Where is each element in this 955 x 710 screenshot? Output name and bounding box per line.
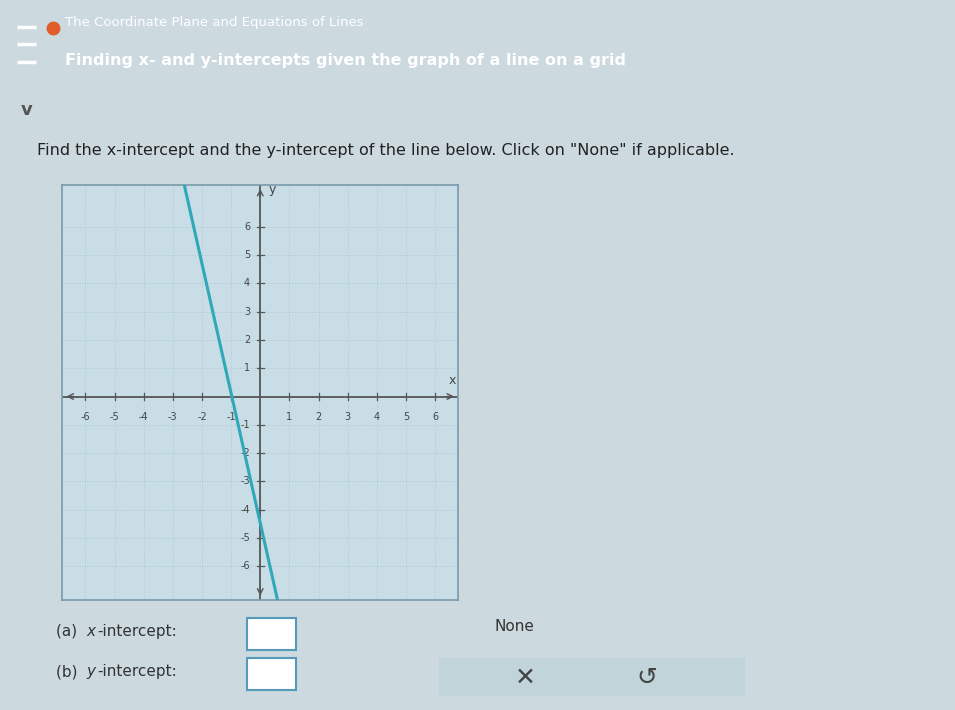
Text: 6: 6 (244, 222, 250, 232)
Text: -2: -2 (197, 412, 207, 422)
Text: Find the x-intercept and the y-intercept of the line below. Click on "None" if a: Find the x-intercept and the y-intercept… (37, 143, 735, 158)
Text: Finding x- and y-intercepts given the graph of a line on a grid: Finding x- and y-intercepts given the gr… (65, 53, 626, 68)
Text: The Coordinate Plane and Equations of Lines: The Coordinate Plane and Equations of Li… (65, 16, 364, 28)
Text: -4: -4 (241, 505, 250, 515)
Text: 3: 3 (244, 307, 250, 317)
Text: -5: -5 (241, 532, 250, 542)
Text: ↺: ↺ (637, 666, 658, 690)
Text: -6: -6 (241, 561, 250, 571)
Text: 3: 3 (345, 412, 350, 422)
Text: 4: 4 (244, 278, 250, 288)
Text: v: v (20, 101, 32, 119)
Text: -intercept:: -intercept: (97, 623, 178, 638)
Text: 1: 1 (286, 412, 292, 422)
Text: 5: 5 (403, 412, 409, 422)
Text: -1: -1 (241, 420, 250, 430)
Text: x: x (86, 623, 95, 638)
Text: -5: -5 (110, 412, 119, 422)
Text: -3: -3 (168, 412, 178, 422)
Text: -intercept:: -intercept: (97, 665, 178, 679)
FancyBboxPatch shape (246, 618, 296, 650)
Text: -2: -2 (241, 448, 250, 458)
Text: -3: -3 (241, 476, 250, 486)
Text: 6: 6 (432, 412, 438, 422)
Text: None: None (495, 619, 534, 634)
FancyBboxPatch shape (246, 657, 296, 689)
Text: y: y (268, 183, 276, 196)
Text: 4: 4 (373, 412, 380, 422)
Text: 2: 2 (315, 412, 322, 422)
FancyBboxPatch shape (439, 657, 745, 696)
Text: y: y (86, 665, 95, 679)
Text: 5: 5 (244, 250, 250, 261)
Text: -6: -6 (80, 412, 90, 422)
Text: (a): (a) (55, 623, 82, 638)
Text: (b): (b) (55, 665, 82, 679)
Text: 2: 2 (244, 335, 250, 345)
Text: ✕: ✕ (515, 666, 536, 690)
Text: 1: 1 (244, 364, 250, 373)
Text: -4: -4 (138, 412, 148, 422)
Text: x: x (449, 373, 456, 387)
Text: -1: -1 (226, 412, 236, 422)
